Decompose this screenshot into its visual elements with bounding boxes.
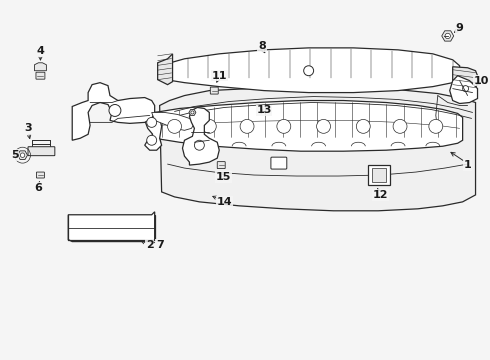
Circle shape <box>147 135 157 145</box>
Polygon shape <box>18 151 27 159</box>
Polygon shape <box>450 76 478 104</box>
Polygon shape <box>442 31 454 41</box>
Circle shape <box>317 120 331 133</box>
Polygon shape <box>34 63 47 71</box>
Circle shape <box>109 104 121 116</box>
Text: 7: 7 <box>156 239 164 249</box>
Circle shape <box>240 120 254 133</box>
Circle shape <box>393 120 407 133</box>
Text: 6: 6 <box>34 183 42 193</box>
Polygon shape <box>152 112 195 130</box>
Circle shape <box>202 120 216 133</box>
Circle shape <box>191 111 194 114</box>
Text: 5: 5 <box>11 150 19 160</box>
Text: 10: 10 <box>474 76 489 86</box>
Polygon shape <box>72 83 155 140</box>
Text: 11: 11 <box>212 71 227 81</box>
Text: 4: 4 <box>36 46 45 56</box>
Circle shape <box>168 120 181 133</box>
FancyBboxPatch shape <box>36 72 45 79</box>
Text: 1: 1 <box>464 160 471 170</box>
FancyBboxPatch shape <box>36 172 45 178</box>
Circle shape <box>445 33 450 39</box>
FancyBboxPatch shape <box>271 157 287 169</box>
Text: 9: 9 <box>456 23 464 33</box>
FancyBboxPatch shape <box>372 168 386 182</box>
Polygon shape <box>68 212 155 242</box>
Polygon shape <box>158 54 172 85</box>
Polygon shape <box>160 87 475 211</box>
Circle shape <box>304 66 314 76</box>
Circle shape <box>277 120 291 133</box>
Circle shape <box>20 153 25 157</box>
Polygon shape <box>453 67 478 90</box>
Circle shape <box>356 120 370 133</box>
Circle shape <box>195 140 204 150</box>
FancyBboxPatch shape <box>217 162 225 168</box>
Text: 14: 14 <box>217 197 232 207</box>
Circle shape <box>463 86 468 91</box>
Polygon shape <box>182 108 219 165</box>
Polygon shape <box>160 48 460 93</box>
Circle shape <box>429 120 443 133</box>
Text: 8: 8 <box>258 41 266 51</box>
Text: 3: 3 <box>24 123 32 133</box>
Text: 2: 2 <box>146 239 153 249</box>
Polygon shape <box>145 112 162 150</box>
Circle shape <box>147 117 157 127</box>
Polygon shape <box>189 109 196 116</box>
Text: 13: 13 <box>256 105 271 116</box>
FancyBboxPatch shape <box>368 165 390 185</box>
Text: 15: 15 <box>216 172 231 182</box>
FancyBboxPatch shape <box>210 87 218 94</box>
FancyBboxPatch shape <box>28 147 55 156</box>
Polygon shape <box>155 100 463 151</box>
Text: 12: 12 <box>372 190 388 200</box>
